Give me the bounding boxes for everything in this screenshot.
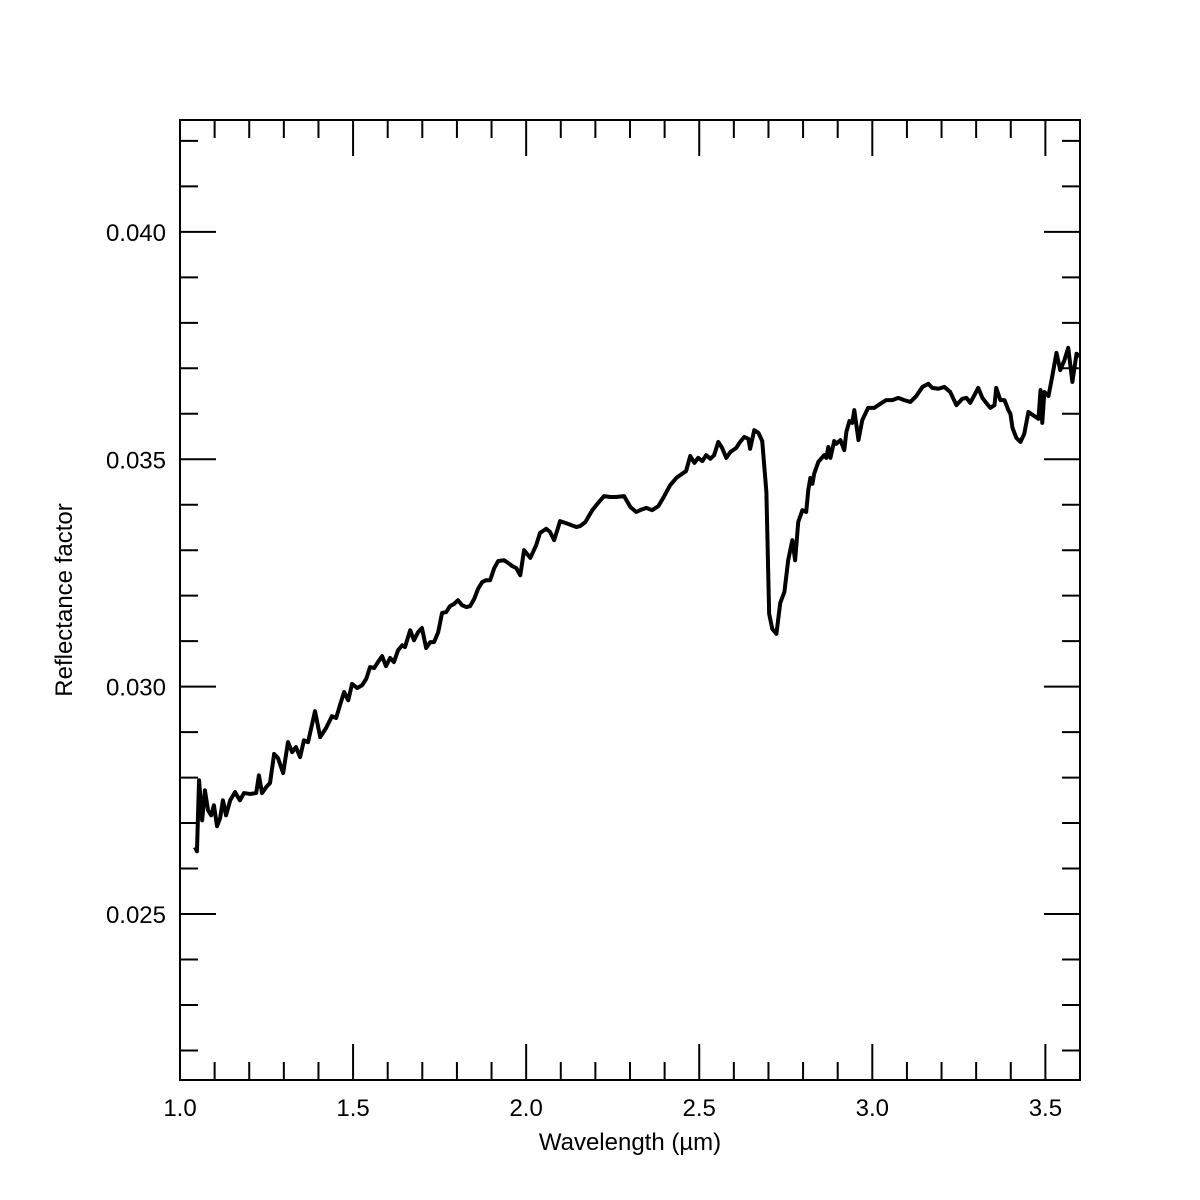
x-tick-label: 2.0 <box>509 1095 542 1122</box>
x-tick-label: 2.5 <box>683 1095 716 1122</box>
spectrum-line <box>193 345 1082 854</box>
x-axis-label: Wavelength (µm) <box>539 1129 721 1156</box>
x-tick-label: 1.0 <box>163 1095 196 1122</box>
x-tick-label: 3.5 <box>1029 1095 1062 1122</box>
plot-frame <box>179 119 1081 1081</box>
y-axis-label: Reflectance factor <box>51 503 78 696</box>
y-tick-label: 0.030 <box>106 675 166 702</box>
y-tick-label: 0.035 <box>106 447 166 474</box>
x-tick-label: 3.0 <box>856 1095 889 1122</box>
y-tick-label: 0.040 <box>106 220 166 247</box>
x-tick-label: 1.5 <box>336 1095 369 1122</box>
y-tick-label: 0.025 <box>106 902 166 929</box>
